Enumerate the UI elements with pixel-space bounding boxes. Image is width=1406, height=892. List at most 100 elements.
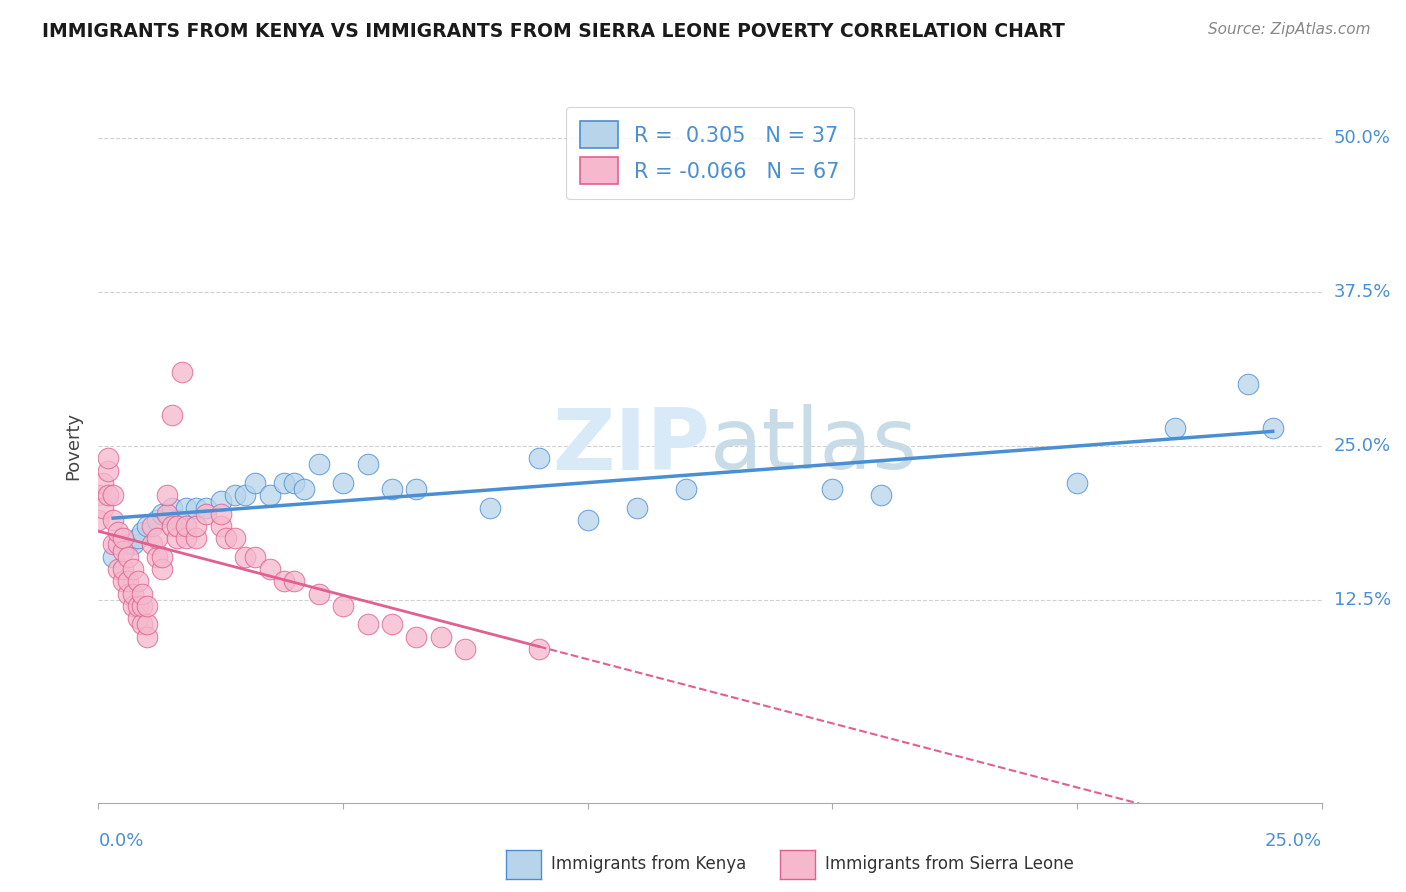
Point bbox=[356, 458, 378, 472]
Point bbox=[1164, 420, 1187, 434]
Point bbox=[1237, 377, 1260, 392]
Point bbox=[195, 500, 218, 515]
Point bbox=[576, 513, 599, 527]
Point bbox=[91, 500, 114, 515]
Point bbox=[160, 409, 183, 423]
Point bbox=[405, 630, 427, 644]
Point bbox=[166, 513, 188, 527]
Point bbox=[259, 488, 281, 502]
Point bbox=[150, 507, 173, 521]
Text: 25.0%: 25.0% bbox=[1264, 831, 1322, 849]
Point bbox=[176, 531, 198, 545]
Point bbox=[121, 599, 143, 613]
Point bbox=[101, 513, 124, 527]
Point bbox=[107, 562, 129, 576]
Point bbox=[150, 549, 173, 564]
Point bbox=[146, 531, 169, 545]
Point bbox=[127, 574, 149, 589]
Point bbox=[430, 630, 453, 644]
Point bbox=[121, 562, 143, 576]
Point bbox=[233, 488, 256, 502]
Text: 37.5%: 37.5% bbox=[1334, 283, 1392, 301]
Point bbox=[176, 519, 198, 533]
Text: 12.5%: 12.5% bbox=[1334, 591, 1391, 609]
Point bbox=[146, 513, 169, 527]
Text: 0.0%: 0.0% bbox=[98, 831, 143, 849]
Point bbox=[214, 531, 236, 545]
Point bbox=[381, 482, 404, 496]
Point bbox=[259, 562, 281, 576]
Text: atlas: atlas bbox=[710, 404, 918, 488]
Text: 50.0%: 50.0% bbox=[1334, 129, 1391, 147]
Legend: R =  0.305   N = 37, R = -0.066   N = 67: R = 0.305 N = 37, R = -0.066 N = 67 bbox=[565, 107, 855, 199]
Point bbox=[156, 488, 179, 502]
Point bbox=[527, 451, 550, 466]
Point bbox=[111, 574, 134, 589]
Point bbox=[273, 574, 295, 589]
Point bbox=[117, 549, 139, 564]
Point bbox=[1261, 420, 1284, 434]
Point bbox=[292, 482, 315, 496]
Point bbox=[117, 574, 139, 589]
Point bbox=[186, 500, 208, 515]
Point bbox=[136, 617, 159, 632]
Point bbox=[273, 475, 295, 490]
Point bbox=[160, 500, 183, 515]
Point bbox=[224, 488, 246, 502]
Point bbox=[101, 537, 124, 551]
Point bbox=[97, 488, 120, 502]
Point bbox=[136, 519, 159, 533]
Point bbox=[141, 519, 163, 533]
Point bbox=[121, 537, 143, 551]
Point bbox=[186, 531, 208, 545]
Text: Immigrants from Sierra Leone: Immigrants from Sierra Leone bbox=[825, 855, 1074, 873]
Point bbox=[136, 599, 159, 613]
Y-axis label: Poverty: Poverty bbox=[65, 412, 83, 480]
Point bbox=[405, 482, 427, 496]
Point bbox=[107, 537, 129, 551]
Point bbox=[131, 599, 153, 613]
Point bbox=[101, 549, 124, 564]
Point bbox=[454, 642, 477, 657]
Point bbox=[675, 482, 697, 496]
Point bbox=[283, 475, 305, 490]
Point bbox=[821, 482, 844, 496]
Point bbox=[176, 500, 198, 515]
Text: IMMIGRANTS FROM KENYA VS IMMIGRANTS FROM SIERRA LEONE POVERTY CORRELATION CHART: IMMIGRANTS FROM KENYA VS IMMIGRANTS FROM… bbox=[42, 22, 1066, 41]
Point bbox=[209, 507, 232, 521]
Point bbox=[107, 525, 129, 540]
Point bbox=[87, 488, 110, 502]
Point bbox=[91, 475, 114, 490]
Point bbox=[127, 599, 149, 613]
Point bbox=[97, 464, 120, 478]
Point bbox=[131, 617, 153, 632]
Point bbox=[101, 488, 124, 502]
Point bbox=[160, 519, 183, 533]
Point bbox=[356, 617, 378, 632]
Point bbox=[233, 549, 256, 564]
Point bbox=[156, 507, 179, 521]
Point bbox=[308, 458, 330, 472]
Point bbox=[283, 574, 305, 589]
Point bbox=[131, 525, 153, 540]
Text: ZIP: ZIP bbox=[553, 404, 710, 488]
Text: 25.0%: 25.0% bbox=[1334, 437, 1391, 455]
Point bbox=[243, 549, 266, 564]
Point bbox=[209, 519, 232, 533]
Point bbox=[121, 587, 143, 601]
Point bbox=[332, 475, 354, 490]
Point bbox=[136, 630, 159, 644]
Point bbox=[224, 531, 246, 545]
Point bbox=[131, 587, 153, 601]
Point bbox=[111, 562, 134, 576]
Point bbox=[870, 488, 893, 502]
Point bbox=[127, 531, 149, 545]
Point bbox=[195, 507, 218, 521]
Point bbox=[111, 543, 134, 558]
Point bbox=[141, 537, 163, 551]
Point bbox=[150, 562, 173, 576]
Point bbox=[626, 500, 648, 515]
Text: Source: ZipAtlas.com: Source: ZipAtlas.com bbox=[1208, 22, 1371, 37]
Point bbox=[97, 451, 120, 466]
Point bbox=[166, 531, 188, 545]
